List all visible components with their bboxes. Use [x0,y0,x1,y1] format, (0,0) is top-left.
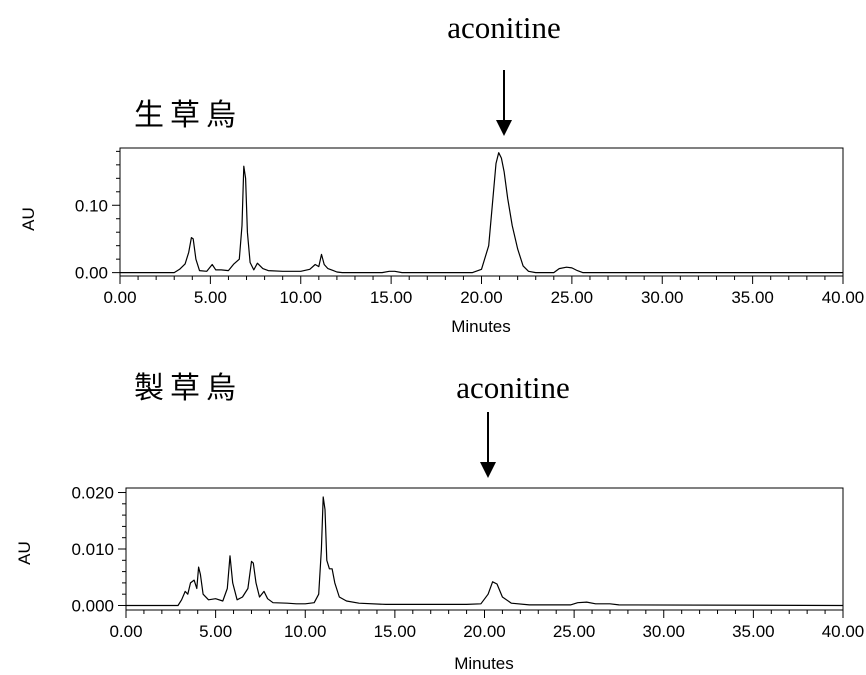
y-tick-label: 0.00 [75,264,108,283]
chromatogram-panel-processed: aconitine 製草烏 0.00 5.00 10.00 15.00 20.00 25.… [15,370,864,673]
y-tick-labels: 0.00 0.10 [75,196,108,282]
sample-label: 製草烏 [134,371,242,406]
x-tick-label: 10.00 [284,622,327,641]
x-axis-title: Minutes [454,654,514,673]
x-tick-label: 25.00 [551,288,594,307]
x-tick-label: 40.00 [822,622,865,641]
x-tick-label: 35.00 [732,622,775,641]
x-tick-label: 35.00 [731,288,774,307]
y-tick-label: 0.020 [71,484,114,503]
x-tick-label: 5.00 [194,288,227,307]
series-line [120,152,843,274]
x-tick-label: 5.00 [199,622,232,641]
x-tick-label: 0.00 [103,288,136,307]
x-tick-label: 40.00 [822,288,865,307]
y-tick-label: 0.000 [71,596,114,615]
y-tick-label: 0.010 [71,540,114,559]
x-tick-label: 15.00 [370,288,413,307]
plot-frame [119,147,844,277]
chromatogram-panel-raw: aconitine 生草烏 0.00 5.00 10.00 15.00 20.00 25.… [19,10,864,336]
y-axis-title: AU [19,207,38,231]
annotation-arrow-head [496,120,512,136]
x-tick-label: 10.00 [279,288,322,307]
y-tick-label: 0.10 [75,196,108,215]
x-tick-label: 30.00 [641,288,684,307]
y-axis-title: AU [15,541,34,565]
annotation-label: aconitine [447,10,561,45]
x-axis-title: Minutes [451,317,511,336]
axis-ticks [112,150,844,284]
x-tick-label: 15.00 [374,622,417,641]
plot-frame [125,487,844,611]
annotation-label: aconitine [456,370,570,405]
x-tick-label: 20.00 [460,288,503,307]
annotation-arrow-head [480,462,496,478]
y-tick-labels: 0.000 0.010 0.020 [71,484,114,616]
x-tick-labels: 0.00 5.00 10.00 15.00 20.00 25.00 30.00 35.00 40… [103,288,864,307]
x-tick-label: 0.00 [109,622,142,641]
x-tick-label: 20.00 [463,622,506,641]
x-tick-label: 30.00 [642,622,685,641]
x-tick-label: 25.00 [553,622,596,641]
sample-label: 生草烏 [134,98,242,133]
x-tick-labels: 0.00 5.00 10.00 15.00 20.00 25.00 30.00 35.00 40… [109,622,864,641]
axis-ticks [118,492,844,618]
series-line [126,496,844,607]
